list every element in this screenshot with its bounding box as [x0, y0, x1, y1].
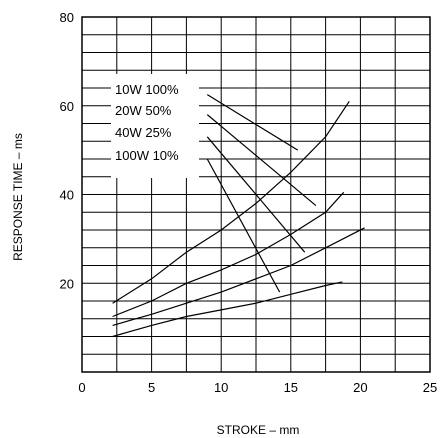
legend-entry: 10W 100% — [115, 82, 179, 97]
y-tick-label: 20 — [60, 276, 74, 291]
curve-line — [112, 281, 343, 338]
x-tick-label: 15 — [284, 380, 298, 395]
x-tick-label: 5 — [148, 380, 155, 395]
pointer-line — [206, 114, 317, 207]
y-tick-label: 40 — [60, 188, 74, 203]
pointer-line — [206, 158, 281, 293]
x-tick-labels: 0 5 10 15 20 25 — [78, 380, 437, 395]
pointer-line — [206, 94, 299, 151]
y-axis-title: RESPONSE TIME – ms — [11, 133, 25, 261]
x-tick-label: 20 — [353, 380, 367, 395]
curve-line — [112, 227, 365, 326]
y-tick-label: 60 — [60, 99, 74, 114]
x-axis-title: STROKE – mm — [217, 423, 300, 437]
y-tick-label: 80 — [60, 10, 74, 25]
legend-entry: 100W 10% — [115, 148, 179, 163]
curve-line — [112, 191, 345, 318]
legend-background — [111, 74, 199, 178]
pointer-lines — [206, 94, 317, 293]
legend: 10W 100% 20W 50% 40W 25% 100W 10% — [115, 82, 179, 163]
x-tick-label: 0 — [78, 380, 85, 395]
plot-frame — [81, 16, 431, 373]
x-tick-label: 10 — [214, 380, 228, 395]
x-tick-label: 25 — [423, 380, 437, 395]
legend-entry: 20W 50% — [115, 103, 172, 118]
pointer-line — [206, 136, 306, 253]
legend-entry: 40W 25% — [115, 125, 172, 140]
y-tick-labels: 20 40 60 80 — [60, 10, 74, 291]
grid — [81, 16, 431, 373]
